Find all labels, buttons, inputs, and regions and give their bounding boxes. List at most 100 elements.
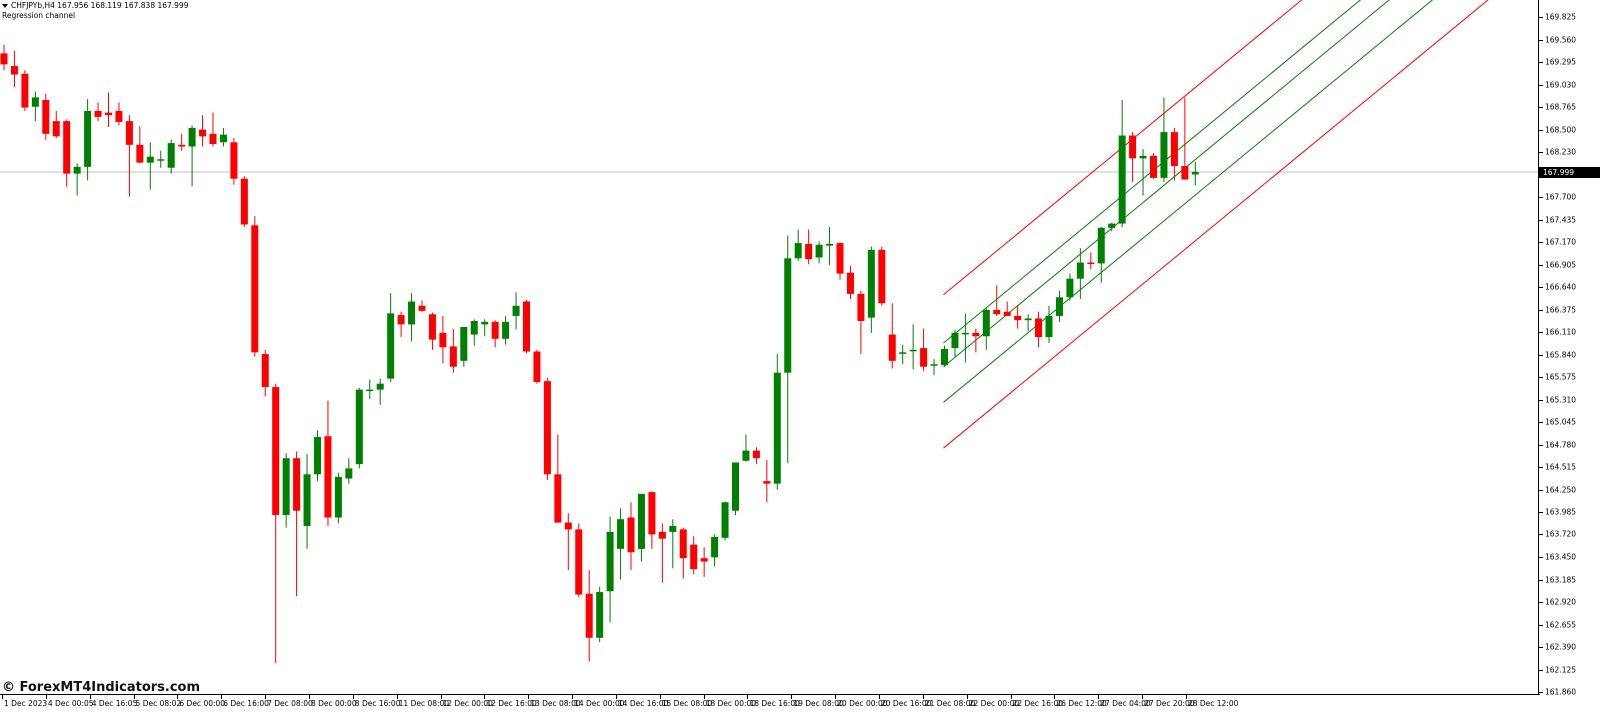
bull-candle-body [84,110,92,167]
bull-candle-body [219,134,227,143]
candle [188,125,196,187]
bear-candle-body [679,529,687,559]
price-tick [1539,602,1543,604]
candle [1108,222,1116,232]
candle [460,326,468,367]
price-tick [1539,489,1543,491]
candle [920,328,928,371]
candle [334,472,342,524]
candle [784,235,792,464]
candle [502,315,510,345]
price-label: 164.515 [1545,462,1577,472]
time-label: 5 Dec 08:02 [135,699,182,708]
price-label: 166.375 [1545,305,1577,315]
price-label: 165.310 [1545,395,1577,405]
price-label: 163.985 [1545,507,1577,517]
bull-candle-body [502,321,510,339]
price-tick [1539,399,1543,401]
bear-candle-body [21,73,29,108]
time-tick [922,695,924,699]
price-tick [1539,242,1543,244]
time-label: 6 Dec 16:00 [223,699,269,708]
price-label: 168.500 [1545,125,1577,135]
price-chart[interactable] [0,0,1540,694]
bull-candle-body [951,332,959,349]
time-label: 26 Dec 12:00 [1056,699,1107,708]
candle [157,150,165,168]
candle [31,91,39,122]
bear-candle-body [805,243,813,260]
bull-candle-body [637,493,645,549]
price-label: 166.110 [1545,327,1577,337]
time-tick [1185,695,1187,699]
time-label: 4 Dec 16:05 [91,699,138,708]
candle [1003,301,1011,316]
regression-channel-outer-upper[interactable] [943,0,1501,296]
bull-candle-body [334,476,342,518]
price-label: 167.170 [1545,237,1577,247]
candle [10,50,18,88]
price-label: 169.560 [1545,35,1577,45]
bear-candle-body [1035,318,1043,338]
price-label: 167.700 [1545,192,1577,202]
price-tick [1539,512,1543,513]
bull-candle-body [1066,278,1074,298]
bull-candle-body [1118,135,1126,224]
bull-candle-body [167,143,175,168]
bear-candle-body [1087,262,1095,265]
bear-candle-body [648,492,656,535]
price-label: 169.030 [1545,80,1577,90]
bear-candle-body [199,129,207,137]
candle [794,229,802,261]
price-label: 162.125 [1545,665,1577,675]
time-axis[interactable]: 1 Dec 2023 4 Dec 00:05 4 Dec 16:05 5 Dec 08… [0,694,1540,719]
candle [773,354,781,490]
bull-candle-body [481,321,489,325]
regression-channel-inner-mid[interactable] [943,0,1501,368]
regression-channel-outer-lower[interactable] [943,0,1501,449]
candle [1170,127,1178,181]
price-axis[interactable]: 169.825 169.560 169.295 169.030 168.765 168.5… [1538,0,1600,718]
time-tick [879,695,880,699]
bull-candle-body [303,474,311,526]
candle [105,92,112,128]
watermark: © ForexMT4Indicators.com [2,680,201,695]
candle [669,519,677,569]
current-price-label: 167.999 [1539,166,1600,178]
candle [209,112,217,147]
bull-candle-body [867,249,875,318]
bull-candle-body [1097,227,1105,264]
dropdown-triangle-icon[interactable] [2,4,8,8]
bull-candle-body [784,258,792,373]
chart-area[interactable]: CHFJPYb,H4 167.956 168.119 167.838 167.9… [0,0,1540,695]
bull-candle-body [826,243,834,246]
bull-candle-body [1108,223,1116,228]
candle [867,246,875,333]
candle [658,523,666,583]
price-tick [1539,39,1543,41]
regression-channel-inner-lower[interactable] [943,0,1501,403]
bear-candle-body [324,436,332,518]
candle [909,324,917,370]
price-label: 166.905 [1545,260,1577,270]
candle [449,328,457,373]
time-tick [835,695,837,699]
bull-candle-body [355,389,363,465]
price-tick [1539,579,1543,581]
bull-candle-body [1055,297,1063,316]
price-label: 164.250 [1545,485,1577,495]
bull-candle-body [31,97,39,107]
bear-candle-body [125,121,133,145]
price-tick [1539,624,1543,626]
regression-channel-inner-upper[interactable] [943,0,1501,344]
time-tick [221,695,223,699]
bear-candle-body [523,301,530,352]
bear-candle-body [439,332,447,348]
bear-candle-body [63,121,71,174]
time-label: 27 Dec 20:00 [1144,699,1195,708]
bear-candle-body [585,593,593,638]
candle [1097,226,1105,283]
candle [178,133,186,151]
chart-header: CHFJPYb,H4 167.956 168.119 167.838 167.9… [2,1,189,21]
bear-candle-body [418,305,426,311]
